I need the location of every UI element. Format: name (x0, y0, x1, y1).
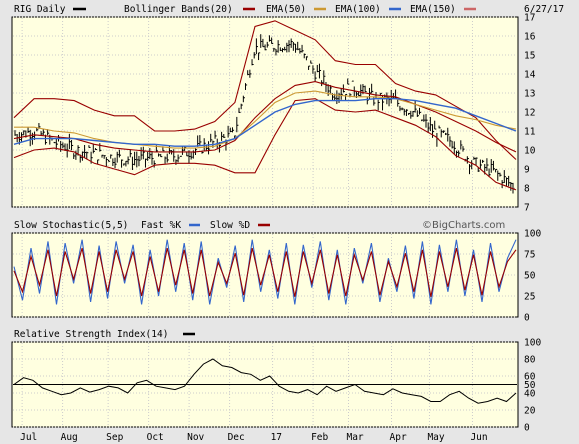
price-axis-tick: 15 (524, 51, 535, 62)
fast-k-label: Fast %K (141, 220, 181, 231)
month-tick-label: Nov (187, 432, 204, 443)
ema150-label: EMA(150) (410, 4, 456, 15)
month-tick-label: Jun (470, 432, 487, 443)
month-tick-label: Mar (346, 432, 363, 443)
rsi-axis-tick: 100 (524, 338, 541, 349)
rsi-axis-tick: 20 (524, 406, 536, 417)
ema100-label: EMA(100) (335, 4, 381, 15)
stoch-axis-tick: 100 (524, 229, 541, 240)
price-axis-tick: 11 (524, 127, 536, 138)
rsi-axis-tick: 0 (524, 423, 530, 434)
stoch-axis-tick: 50 (524, 271, 536, 282)
month-tick-label: Oct (147, 432, 164, 443)
symbol-label: RIG Daily (14, 4, 66, 15)
stoch-axis-tick: 25 (524, 292, 535, 303)
price-axis-tick: 14 (524, 70, 536, 81)
month-tick-label: Aug (61, 432, 78, 443)
rsi-axis-tick: 60 (524, 372, 536, 383)
month-tick-label: Apr (390, 432, 407, 443)
rsi-axis-tick: 80 (524, 355, 536, 366)
stochastic-label: Slow Stochastic(5,5) (14, 220, 128, 231)
month-tick-label: Sep (106, 432, 123, 443)
date-label: 6/27/17 (524, 4, 564, 15)
month-tick-label: Dec (228, 432, 245, 443)
watermark: ©BigCharts.com (422, 220, 505, 231)
month-tick-label: 17 (271, 432, 282, 443)
price-axis-tick: 13 (524, 89, 535, 100)
price-axis-tick: 8 (524, 184, 530, 195)
price-axis-tick: 12 (524, 108, 535, 119)
price-axis-tick: 9 (524, 165, 530, 176)
price-axis-tick: 10 (524, 146, 536, 157)
month-tick-label: Feb (311, 432, 328, 443)
bollinger-label: Bollinger Bands(20) (124, 4, 233, 15)
ema50-label: EMA(50) (266, 4, 306, 15)
month-tick-label: May (427, 432, 444, 443)
price-axis-tick: 7 (524, 203, 530, 214)
stoch-axis-tick: 0 (524, 313, 530, 324)
price-axis-tick: 16 (524, 32, 536, 43)
slow-d-label: Slow %D (210, 220, 250, 231)
month-tick-label: Jul (20, 432, 37, 443)
rsi-label: Relative Strength Index(14) (14, 329, 168, 340)
stoch-axis-tick: 75 (524, 250, 535, 261)
